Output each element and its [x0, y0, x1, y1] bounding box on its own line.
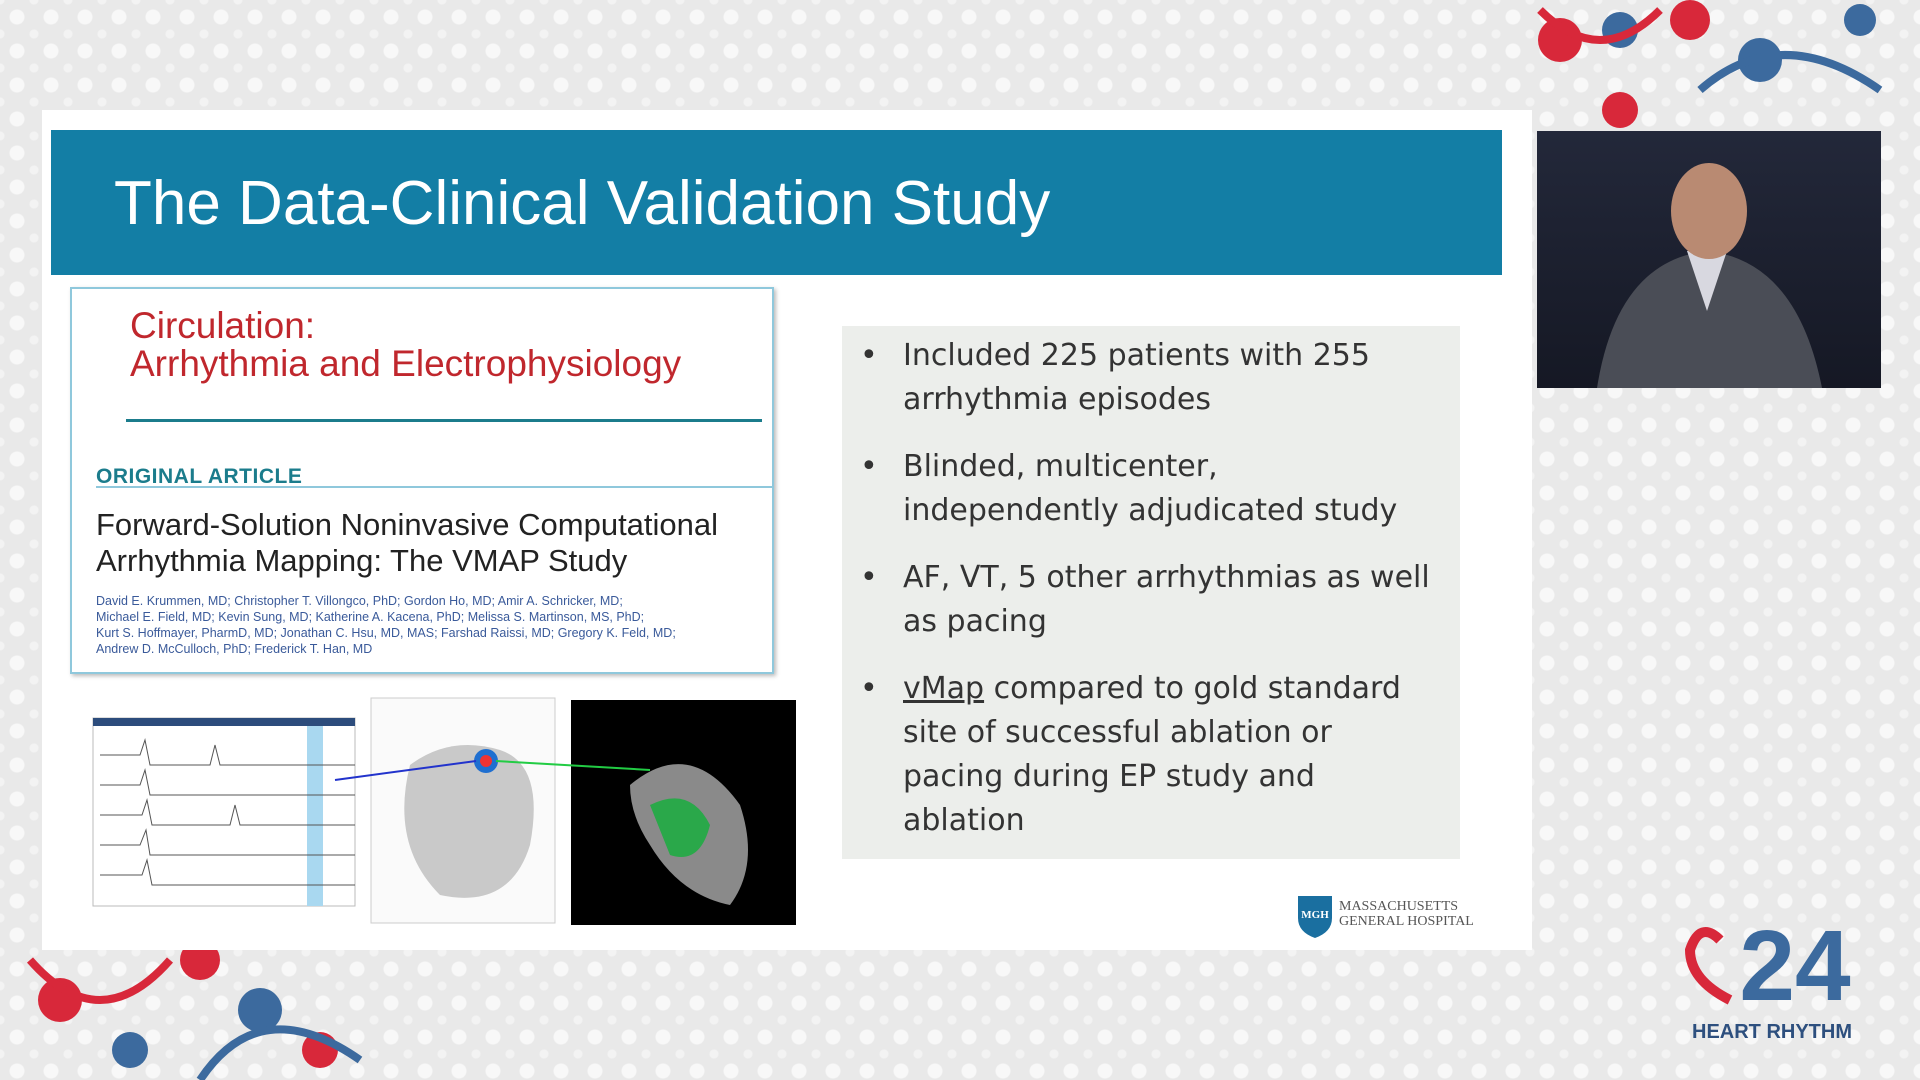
- author-line: Andrew D. McCulloch, PhD; Frederick T. H…: [96, 642, 373, 656]
- rule: [126, 419, 762, 422]
- bullet-text: Blinded, multicenter, independently adju…: [903, 449, 1398, 528]
- bullet: Blinded, multicenter, independently adju…: [860, 445, 1440, 533]
- article-title: Arrhythmia Mapping: The VMAP Study: [96, 543, 628, 578]
- journal-name: Arrhythmia and Electrophysiology: [130, 343, 682, 384]
- bullet: vMap compared to gold standard site of s…: [860, 667, 1440, 843]
- author-line: David E. Krummen, MD; Christopher T. Vil…: [96, 594, 623, 608]
- bullet-text: Included 225 patients with 255 arrhythmi…: [903, 338, 1370, 417]
- speaker: [1597, 163, 1822, 388]
- article-image: Circulation: Arrhythmia and Electrophysi…: [70, 287, 774, 674]
- mgh-logo: MGH MASSACHUSETTS GENERAL HOSPITAL: [1298, 896, 1474, 938]
- bullet-list: Included 225 patients with 255 arrhythmi…: [860, 334, 1440, 866]
- journal-name: Circulation:: [130, 305, 316, 346]
- logo-badge: MGH: [1301, 909, 1329, 921]
- bullet-term: vMap: [903, 671, 985, 706]
- speaker-video: [1537, 131, 1881, 388]
- logo-text: MASSACHUSETTS: [1339, 899, 1458, 914]
- figure: [92, 697, 796, 925]
- article-title: Forward-Solution Noninvasive Computation…: [96, 507, 719, 542]
- article-section: ORIGINAL ARTICLE: [96, 465, 303, 488]
- logo-text: GENERAL HOSPITAL: [1339, 914, 1474, 929]
- logo-shield: [1298, 896, 1332, 938]
- bullet: Included 225 patients with 255 arrhythmi…: [860, 334, 1440, 422]
- title-banner: [51, 130, 1502, 275]
- author-line: Kurt S. Hoffmayer, PharmD, MD; Jonathan …: [96, 626, 676, 640]
- event-name: HEART RHYTHM: [1692, 1021, 1852, 1043]
- event-logo: 24 HEART RHYTHM: [1684, 910, 1852, 1043]
- bullet: AF, VT, 5 other arrhythmias as well as p…: [860, 556, 1440, 644]
- bullet-text: AF, VT, 5 other arrhythmias as well as p…: [903, 560, 1430, 639]
- rule: [96, 486, 772, 488]
- slide-title: The Data-Clinical Validation Study: [114, 169, 1051, 238]
- author-line: Michael E. Field, MD; Kevin Sung, MD; Ka…: [96, 610, 645, 624]
- event-number: 24: [1739, 910, 1851, 1022]
- bullet-text: compared to gold standard site of succes…: [903, 671, 1401, 838]
